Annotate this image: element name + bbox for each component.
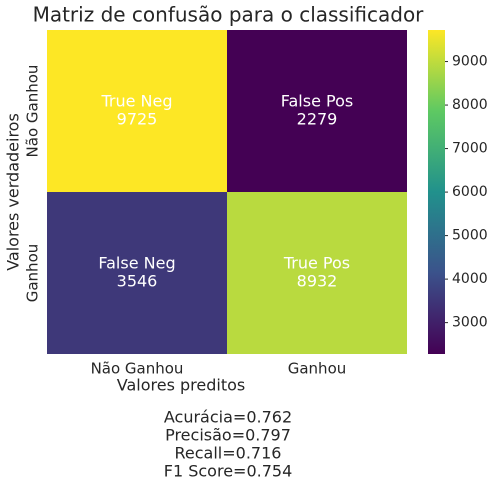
colorbar-tick-label: 8000 bbox=[452, 97, 488, 113]
y-tick-label: Ganhou bbox=[24, 244, 42, 303]
cell-value: 9725 bbox=[117, 110, 158, 129]
metric-annotation: Recall=0.716 bbox=[175, 444, 282, 463]
metric-annotation: Precisão=0.797 bbox=[165, 426, 291, 445]
colorbar-tick-label: 9000 bbox=[452, 54, 488, 70]
heatmap-cell bbox=[47, 192, 227, 354]
cell-label: False Neg bbox=[98, 254, 175, 273]
heatmap-cell bbox=[227, 192, 407, 354]
x-axis-label: Valores preditos bbox=[117, 376, 245, 395]
cell-label: True Pos bbox=[283, 254, 350, 273]
heatmap-cell bbox=[47, 30, 227, 192]
cell-value: 3546 bbox=[117, 272, 158, 291]
x-tick-label: Ganhou bbox=[288, 360, 347, 378]
colorbar-tick-label: 5000 bbox=[452, 228, 488, 244]
colorbar-tick-label: 4000 bbox=[452, 271, 488, 287]
metric-annotation: Acurácia=0.762 bbox=[164, 408, 292, 427]
colorbar bbox=[428, 30, 445, 354]
y-tick-label: Não Ganhou bbox=[24, 65, 42, 158]
x-tick-label: Não Ganhou bbox=[91, 360, 184, 378]
colorbar-tick-label: 3000 bbox=[452, 315, 488, 331]
heatmap-cell bbox=[227, 30, 407, 192]
colorbar-tick-label: 7000 bbox=[452, 141, 488, 157]
cell-value: 8932 bbox=[297, 272, 338, 291]
chart-title: Matriz de confusão para o classificador bbox=[33, 3, 425, 27]
colorbar-tick-label: 6000 bbox=[452, 184, 488, 200]
cell-value: 2279 bbox=[297, 110, 338, 129]
metric-annotation: F1 Score=0.754 bbox=[164, 462, 293, 481]
cell-label: False Pos bbox=[281, 92, 353, 111]
y-axis-label: Valores verdadeiros bbox=[4, 113, 23, 271]
cell-label: True Neg bbox=[100, 92, 172, 111]
